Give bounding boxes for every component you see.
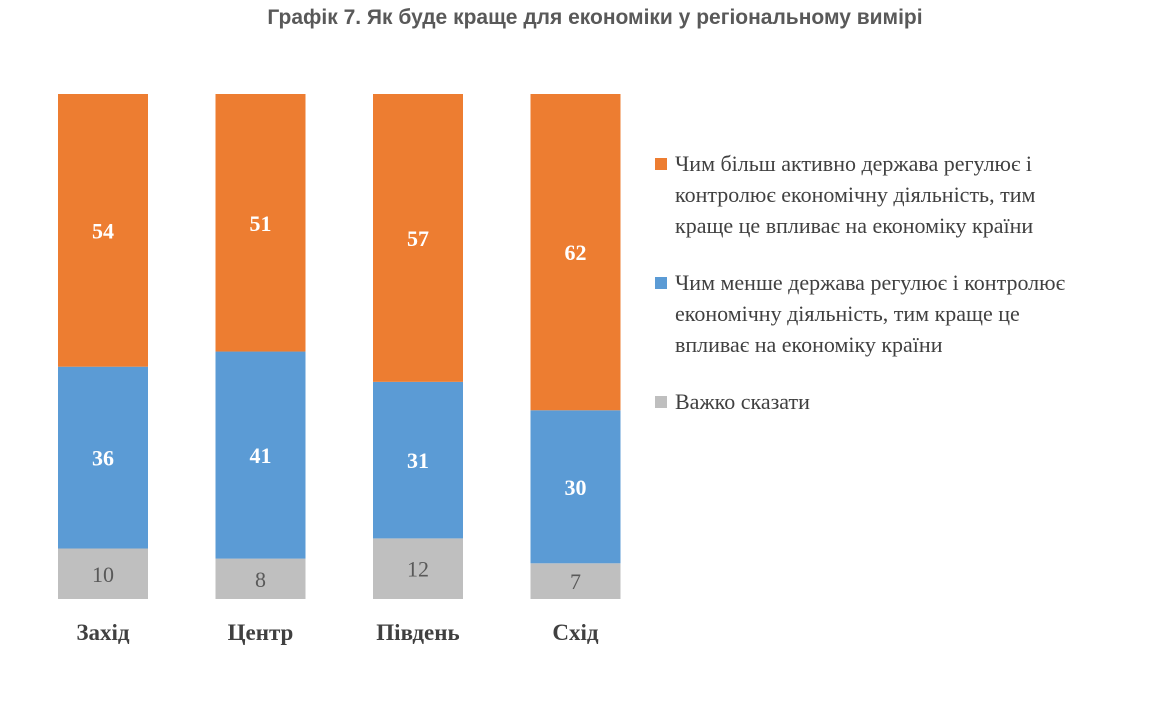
data-label-1-1: 41 — [250, 443, 272, 468]
data-label-2-1: 31 — [407, 448, 429, 473]
bar-segment-0-1 — [58, 366, 148, 549]
legend-swatch-gray — [655, 396, 667, 408]
category-label-0: Захід — [76, 620, 130, 645]
data-label-2-2: 57 — [407, 226, 429, 251]
data-label-3-2: 62 — [565, 240, 587, 265]
category-label-1: Центр — [228, 620, 294, 645]
bar-segment-3-0 — [530, 563, 621, 599]
legend-item-hard-to-say: Важко сказати — [655, 386, 1095, 417]
data-label-1-2: 51 — [250, 211, 272, 236]
data-label-0-2: 54 — [92, 218, 114, 243]
legend-label-hard-to-say: Важко сказати — [675, 389, 810, 414]
legend-item-less-regulation: Чим менше держава регулює і контролює ек… — [655, 267, 1095, 360]
data-label-3-0: 7 — [570, 569, 581, 594]
legend-item-active-regulation: Чим більш активно держава регулює і конт… — [655, 148, 1095, 241]
bar-segment-3-1 — [530, 410, 621, 564]
bar-segment-0-0 — [58, 548, 148, 599]
bar-segment-2-1 — [373, 381, 463, 539]
bar-segment-1-1 — [215, 351, 306, 559]
legend-label-active-regulation: Чим більш активно держава регулює і конт… — [675, 151, 1036, 238]
bar-segment-1-2 — [215, 94, 306, 352]
bar-segment-1-0 — [215, 558, 306, 599]
data-label-0-1: 36 — [92, 446, 114, 471]
data-label-3-1: 30 — [565, 475, 587, 500]
legend-swatch-blue — [655, 277, 667, 289]
stacked-bar-chart: 10 36 54 Захід 8 41 51 Центр 12 31 57 Південь 7 30 62 С… — [58, 94, 621, 645]
bar-segment-2-2 — [373, 94, 463, 382]
chart-legend: Чим більш активно держава регулює і конт… — [655, 148, 1095, 443]
legend-swatch-orange — [655, 158, 667, 170]
bar-segment-0-2 — [58, 94, 148, 367]
data-label-1-0: 8 — [255, 567, 266, 592]
bar-segment-3-2 — [530, 94, 621, 411]
legend-label-less-regulation: Чим менше держава регулює і контролює ек… — [675, 270, 1066, 357]
bar-segment-2-0 — [373, 538, 463, 599]
data-label-2-0: 12 — [407, 557, 429, 582]
chart-title: Графік 7. Як буде краще для економіки у … — [267, 6, 923, 29]
category-label-3: Схід — [552, 620, 599, 645]
data-label-0-0: 10 — [92, 562, 114, 587]
category-label-2: Південь — [376, 620, 459, 645]
